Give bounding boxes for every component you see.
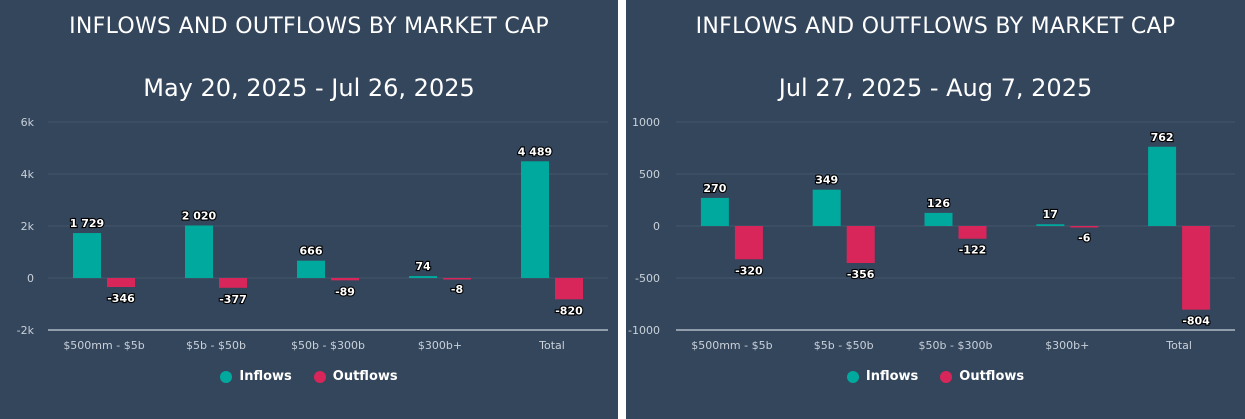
x-tick-label: $500mm - $5b xyxy=(691,339,772,352)
outflows-bar[interactable] xyxy=(555,278,583,300)
chart-subtitle: May 20, 2025 - Jul 26, 2025 xyxy=(143,74,475,102)
legend-item-inflows[interactable]: Inflows xyxy=(220,369,292,384)
data-label: 762 xyxy=(1151,131,1174,144)
data-label: -356 xyxy=(847,268,875,281)
outflows-bar[interactable] xyxy=(331,278,359,281)
data-label: 2 020 xyxy=(182,209,217,222)
data-label: -122 xyxy=(959,244,987,257)
inflows-bar[interactable] xyxy=(521,161,549,278)
y-tick-label: 2k xyxy=(21,220,35,233)
legend: Inflows Outflows xyxy=(0,369,618,384)
legend-item-outflows[interactable]: Outflows xyxy=(313,369,398,384)
data-label: 1 729 xyxy=(70,217,104,230)
data-label: 17 xyxy=(1043,208,1058,221)
inflows-swatch xyxy=(846,370,859,383)
x-tick-label: $5b - $50b xyxy=(186,339,246,352)
outflows-bar[interactable] xyxy=(1070,226,1099,228)
outflows-swatch xyxy=(313,370,326,383)
bar-chart-left: -2k 0 2k 4k 6k $500mm - $5b 1 729 -346 $5b - $50… xyxy=(17,116,608,352)
data-label: -89 xyxy=(335,285,355,298)
inflows-swatch xyxy=(220,370,233,383)
data-label: 126 xyxy=(927,197,950,210)
data-label: -320 xyxy=(735,264,763,277)
x-tick-label: $300b+ xyxy=(418,339,462,352)
legend-item-inflows[interactable]: Inflows xyxy=(846,369,919,384)
x-tick-label: Total xyxy=(1165,339,1192,352)
data-label: -6 xyxy=(1078,232,1091,245)
inflows-bar[interactable] xyxy=(185,225,213,278)
outflows-bar[interactable] xyxy=(107,278,135,287)
legend-label-inflows: Inflows xyxy=(865,369,919,384)
x-tick-label: $500mm - $5b xyxy=(63,339,144,352)
inflows-bar[interactable] xyxy=(1036,224,1065,226)
y-tick-label: 6k xyxy=(21,116,35,129)
data-label: -8 xyxy=(451,283,463,296)
legend: Inflows Outflows xyxy=(626,369,1245,384)
outflows-bar[interactable] xyxy=(734,226,763,260)
y-tick-label: -1000 xyxy=(628,324,660,337)
legend-item-outflows[interactable]: Outflows xyxy=(940,369,1024,384)
legend-label-inflows: Inflows xyxy=(239,369,292,384)
outflows-bar[interactable] xyxy=(958,226,987,239)
inflows-bar[interactable] xyxy=(409,276,437,278)
data-label: -820 xyxy=(555,304,583,317)
chart-title: INFLOWS AND OUTFLOWS BY MARKET CAP xyxy=(69,14,549,39)
x-tick-label: $50b - $300b xyxy=(919,339,993,352)
y-tick-label: 0 xyxy=(653,220,660,233)
bar-chart-right: -1000 -500 0 500 1000 $500mm - $5b 270 -320 $5b … xyxy=(628,116,1235,352)
inflows-bar[interactable] xyxy=(812,189,841,226)
data-label: -804 xyxy=(1182,315,1210,328)
chart-subtitle: Jul 27, 2025 - Aug 7, 2025 xyxy=(778,74,1093,102)
outflows-bar[interactable] xyxy=(846,226,875,264)
data-label: 270 xyxy=(703,182,726,195)
x-tick-label: $5b - $50b xyxy=(814,339,874,352)
x-tick-label: $50b - $300b xyxy=(291,339,365,352)
inflows-bar[interactable] xyxy=(700,197,729,226)
chart-panel-right: INFLOWS AND OUTFLOWS BY MARKET CAP Jul 2… xyxy=(626,0,1245,419)
outflows-bar[interactable] xyxy=(443,278,471,280)
x-tick-label: $300b+ xyxy=(1045,339,1089,352)
x-tick-label: Total xyxy=(538,339,565,352)
legend-label-outflows: Outflows xyxy=(959,369,1025,384)
y-tick-label: 4k xyxy=(21,168,35,181)
inflows-bar[interactable] xyxy=(924,212,953,226)
inflows-bar[interactable] xyxy=(1148,146,1177,226)
y-tick-label: -500 xyxy=(635,272,660,285)
legend-label-outflows: Outflows xyxy=(332,369,398,384)
data-label: 4 489 xyxy=(518,145,552,158)
y-tick-label: 1000 xyxy=(632,116,660,129)
inflows-bar[interactable] xyxy=(73,233,101,278)
outflows-bar[interactable] xyxy=(1182,226,1211,310)
outflows-swatch xyxy=(940,370,953,383)
y-tick-label: 0 xyxy=(27,272,34,285)
data-label: -377 xyxy=(219,293,247,306)
data-label: -346 xyxy=(107,292,135,305)
data-label: 349 xyxy=(815,174,838,187)
data-label: 666 xyxy=(300,245,323,258)
data-label: 74 xyxy=(415,260,431,273)
outflows-bar[interactable] xyxy=(219,278,247,288)
chart-panel-left: INFLOWS AND OUTFLOWS BY MARKET CAP May 2… xyxy=(0,0,618,419)
inflows-bar[interactable] xyxy=(297,260,325,278)
y-tick-label: -2k xyxy=(17,324,35,337)
chart-title: INFLOWS AND OUTFLOWS BY MARKET CAP xyxy=(695,14,1176,39)
y-tick-label: 500 xyxy=(639,168,660,181)
